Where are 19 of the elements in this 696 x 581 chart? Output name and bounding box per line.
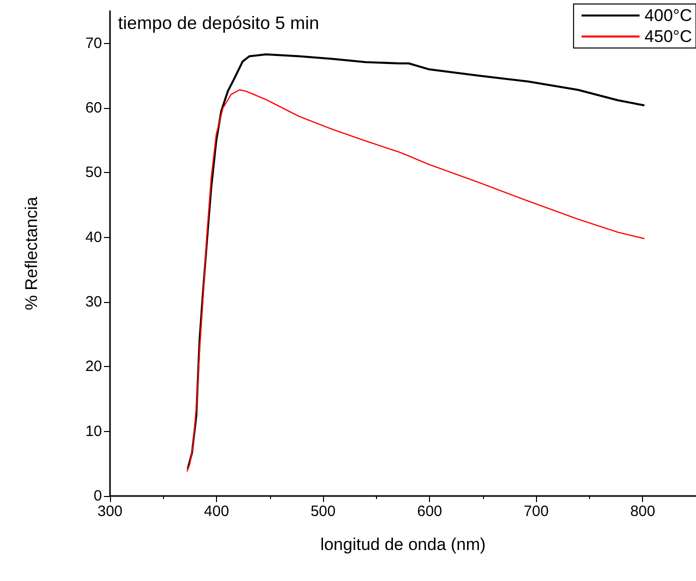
y-tick-label: 10 [85,422,102,440]
y-axis-title: % Reflectancia [22,196,41,310]
y-tick-label: 0 [94,488,102,504]
x-axis-title: longitud de onda (nm) [320,535,486,554]
annotation: tiempo de depósito 5 min [118,13,320,33]
y-tick-label: 30 [85,294,102,310]
legend-label: 450°C [644,27,692,46]
x-tick-label: 500 [310,503,336,520]
y-tick-label: 20 [85,358,102,376]
x-tick-label: 700 [524,503,549,520]
x-tick-label: 400 [204,503,230,520]
y-tick-label: 40 [85,228,102,246]
y-tick-label: 50 [85,164,102,182]
y-tick-label: 70 [85,34,102,52]
x-tick-label: 300 [97,503,123,520]
y-tick-label: 60 [85,100,102,116]
legend-label: 400°C [644,6,692,25]
x-tick-label: 800 [630,503,656,520]
x-tick-label: 600 [417,503,442,520]
